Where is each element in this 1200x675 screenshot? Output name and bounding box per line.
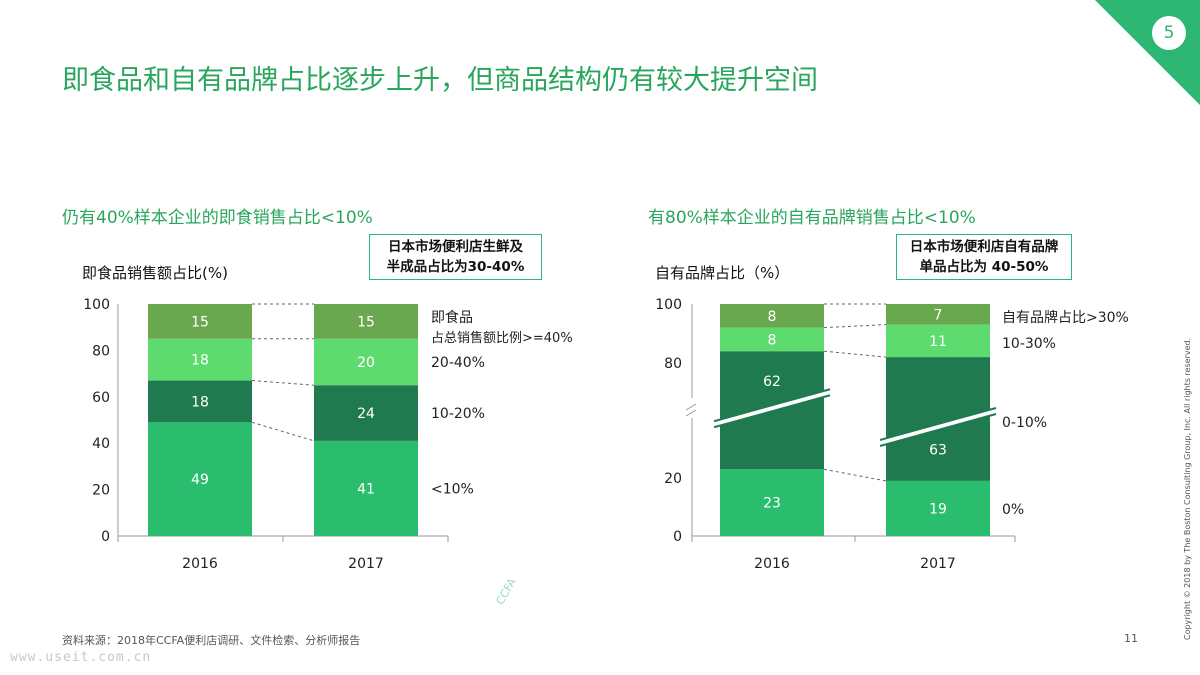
right-connector-line: [823, 468, 887, 482]
left-note-box: 日本市场便利店生鲜及 半成品占比为30-40%: [369, 234, 542, 280]
right-break-line: [713, 388, 831, 423]
right-data-label: 8: [768, 332, 777, 348]
right-chart-subtitle: 有80%样本企业的自有品牌销售占比<10%: [648, 208, 976, 228]
right-connector-line: [823, 350, 887, 358]
right-bar-segment: [886, 324, 990, 358]
left-chart-subtitle: 仍有40%样本企业的即食销售占比<10%: [62, 208, 373, 228]
left-data-label: 15: [357, 314, 375, 330]
right-break-band: [714, 389, 830, 428]
right-data-label: 7: [934, 307, 943, 323]
right-axis-break-mark: [685, 409, 697, 417]
right-break-band: [880, 408, 996, 446]
right-break-line: [879, 413, 997, 447]
right-note-line-2: 单品占比为 40-50%: [919, 259, 1049, 275]
right-break-line: [713, 394, 831, 429]
page-title: 即食品和自有品牌占比逐步上升，但商品结构仍有较大提升空间: [62, 65, 818, 96]
right-data-label: 23: [763, 496, 781, 512]
right-y-tick-label: 100: [655, 297, 682, 313]
left-bar-segment: [314, 385, 418, 441]
right-y-axis-title: 自有品牌占比（%）: [655, 264, 790, 282]
right-break-line: [879, 407, 997, 441]
right-connector-line: [823, 324, 887, 329]
left-data-label: 18: [191, 394, 209, 410]
right-legend-label: 0-10%: [1002, 415, 1047, 431]
left-bar-segment: [148, 304, 252, 339]
right-note-line-1: 日本市场便利店自有品牌: [909, 239, 1059, 255]
right-x-tick-label: 2017: [920, 556, 956, 572]
left-legend-label: 即食品: [431, 309, 473, 326]
right-bar-segment: [886, 480, 990, 536]
left-legend-label: 10-20%: [431, 406, 485, 422]
right-bar-segment: [720, 327, 824, 352]
left-data-label: 18: [191, 353, 209, 369]
right-stacked-bar-chart: 0 20 80 100 2016 2017 23 62 8 8 19 63 11 7 自有品牌占比>30% 1…: [655, 297, 1129, 572]
left-stacked-bar-chart: 0 20 40 60 80 100 2016 2017 49 18 18 15 41 24 20 15 <10%…: [83, 297, 573, 572]
right-data-label: 11: [929, 334, 947, 350]
left-legend-label: <10%: [431, 481, 474, 497]
left-y-tick-label: 60: [92, 390, 110, 406]
left-note-line-2: 半成品占比为30-40%: [386, 259, 525, 275]
right-bar-segment: [720, 304, 824, 328]
right-note-box: 日本市场便利店自有品牌 单品占比为 40-50%: [896, 234, 1072, 280]
left-bar-segment: [148, 338, 252, 381]
right-y-tick-label: 20: [664, 471, 682, 487]
right-data-label: 8: [768, 309, 777, 325]
right-x-tick-label: 2016: [754, 556, 790, 572]
left-note-line-1: 日本市场便利店生鲜及: [388, 239, 523, 255]
right-bar-segment: [886, 304, 990, 325]
left-bar-segment: [148, 380, 252, 423]
left-data-label: 15: [191, 314, 209, 330]
left-y-tick-label: 20: [92, 483, 110, 499]
right-legend-label: 10-30%: [1002, 336, 1056, 352]
copyright-text: Copyright © 2018 by The Boston Consultin…: [1183, 337, 1192, 640]
left-data-label: 49: [191, 472, 209, 488]
right-legend-label: 自有品牌占比>30%: [1002, 309, 1129, 326]
left-legend-label: 20-40%: [431, 355, 485, 371]
left-y-tick-label: 0: [101, 529, 110, 545]
left-y-tick-label: 40: [92, 436, 110, 452]
right-legend-label: 0%: [1002, 502, 1024, 518]
right-axis-break-mark: [685, 403, 697, 411]
footer-source: 资料来源：2018年CCFA便利店调研、文件检索、分析师报告: [62, 634, 361, 647]
left-bar-segment: [314, 440, 418, 536]
site-url: www.useit.com.cn: [10, 650, 152, 665]
corner-decoration: [1095, 0, 1200, 105]
footer-page-number: 11: [1124, 632, 1138, 645]
right-y-tick-label: 0: [673, 529, 682, 545]
left-data-label: 24: [357, 406, 375, 422]
left-connector-line: [251, 380, 315, 386]
left-bar-segment: [314, 304, 418, 339]
right-bar-segment: [720, 469, 824, 536]
left-y-axis-title: 即食品销售额占比(%): [82, 264, 228, 282]
left-data-label: 20: [357, 355, 375, 371]
right-data-label: 63: [929, 442, 947, 458]
right-data-label: 19: [929, 501, 947, 517]
left-legend-label: 占总销售额比例>=40%: [431, 330, 573, 346]
left-data-label: 41: [357, 481, 375, 497]
right-y-tick-label: 80: [664, 356, 682, 372]
left-bar-segment: [148, 422, 252, 536]
left-y-tick-label: 100: [83, 297, 110, 313]
page-number-badge: 5: [1152, 16, 1186, 50]
right-data-label: 62: [763, 374, 781, 390]
left-x-tick-label: 2017: [348, 556, 384, 572]
left-bar-segment: [314, 338, 418, 386]
left-x-tick-label: 2016: [182, 556, 218, 572]
left-connector-line: [251, 421, 315, 442]
left-y-tick-label: 80: [92, 343, 110, 359]
